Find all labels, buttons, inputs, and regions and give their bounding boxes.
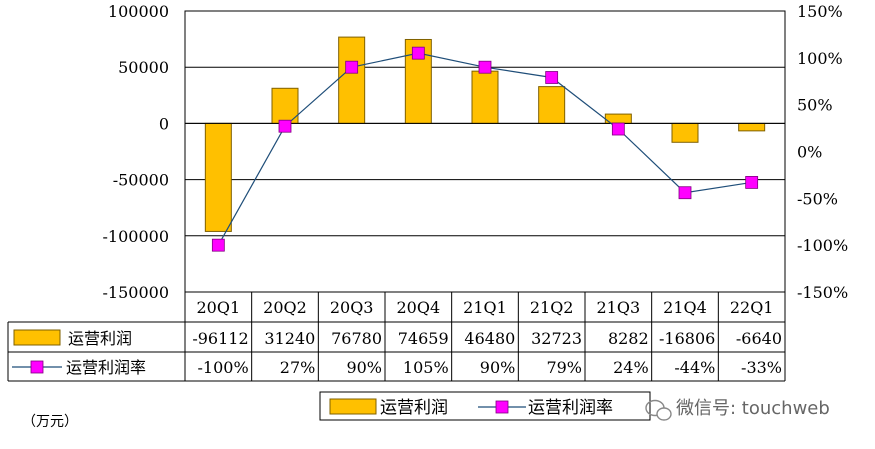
y-left-tick-label: 100000 <box>108 2 169 21</box>
margin-value-cell: 90% <box>346 358 382 377</box>
profit-value-cell: 76780 <box>331 329 382 348</box>
x-tick-label: 21Q3 <box>597 298 641 317</box>
row-key-bar <box>13 329 61 346</box>
y-right-tick-label: -100% <box>797 236 848 255</box>
margin-value-cell: -44% <box>674 358 715 377</box>
profit-value-cell: -6640 <box>736 329 782 348</box>
profit-bar <box>204 122 232 232</box>
legend: 运营利润 运营利润率 <box>319 391 651 421</box>
y-right-tick-label: 100% <box>797 49 843 68</box>
margin-marker <box>545 71 559 84</box>
x-tick-label: 20Q3 <box>330 298 374 317</box>
margin-marker <box>345 60 359 74</box>
profit-value-cell: 8282 <box>608 329 649 348</box>
axes: 100000 50000 0 -50000 -100000 -150000 150% 100%… <box>103 2 849 302</box>
row-label-margin: 运营利润率 <box>66 358 146 377</box>
wechat-icon <box>645 399 672 421</box>
profit-bar <box>338 36 366 124</box>
profit-value-cell: 31240 <box>264 329 315 348</box>
profit-value-cell: 74659 <box>398 329 449 348</box>
profit-bar <box>471 70 499 124</box>
margin-marker <box>478 60 492 74</box>
y-right-tick-label: -50% <box>797 189 838 208</box>
y-right-tick-label: 0% <box>797 143 822 162</box>
profit-value-cell: 32723 <box>531 329 582 348</box>
row-label-profit: 运营利润 <box>68 329 132 348</box>
margin-value-cell: 24% <box>613 358 649 377</box>
margin-value-cell: 79% <box>546 358 582 377</box>
data-table: 20Q1 20Q2 20Q3 20Q4 21Q1 21Q2 21Q3 21Q4 22Q1 运营利润… <box>7 292 786 382</box>
legend-marker-swatch <box>495 400 509 414</box>
margin-line <box>211 46 759 252</box>
x-tick-label: 20Q2 <box>263 298 307 317</box>
x-tick-label: 21Q1 <box>463 298 507 317</box>
plot-frame <box>184 10 786 293</box>
profit-bars <box>185 36 785 232</box>
margin-marker <box>278 119 292 133</box>
margin-marker <box>611 122 625 136</box>
legend-bar-swatch <box>329 398 377 415</box>
profit-value-cell: -96112 <box>192 329 248 348</box>
margin-value-cell: -33% <box>741 358 782 377</box>
margin-marker <box>211 238 225 252</box>
y-right-tick-label: 50% <box>797 96 833 115</box>
profit-bar <box>738 122 766 132</box>
margin-value-cell: 27% <box>280 358 316 377</box>
margin-marker <box>678 186 692 200</box>
unit-label: （万元） <box>22 414 78 430</box>
profit-bar <box>671 122 699 143</box>
profit-bar <box>271 87 299 124</box>
legend-label-margin: 运营利润率 <box>528 398 613 418</box>
margin-marker <box>745 176 759 189</box>
x-tick-label: 21Q4 <box>663 298 707 317</box>
y-left-tick-label: -50000 <box>113 171 169 190</box>
margin-value-cell: 105% <box>403 358 449 377</box>
profit-value-cell: -16806 <box>659 329 715 348</box>
y-right-tick-label: 150% <box>797 2 843 21</box>
y-left-tick-label: -150000 <box>103 283 169 302</box>
watermark: 微信号: touchweb <box>645 398 830 421</box>
y-left-tick-label: 50000 <box>118 58 169 77</box>
margin-value-cell: 90% <box>480 358 516 377</box>
profit-bar <box>538 86 566 124</box>
x-tick-label: 20Q1 <box>197 298 241 317</box>
row-key-marker <box>30 360 44 374</box>
profit-value-cell: 46480 <box>464 329 515 348</box>
x-tick-label: 21Q2 <box>530 298 574 317</box>
y-left-tick-label: 0 <box>159 114 169 133</box>
margin-value-cell: -100% <box>198 358 249 377</box>
watermark-text: 微信号: touchweb <box>676 398 830 419</box>
y-left-tick-label: -100000 <box>103 227 169 246</box>
margin-marker <box>411 46 425 60</box>
gridlines <box>185 10 785 293</box>
legend-label-profit: 运营利润 <box>380 398 448 418</box>
x-tick-label: 22Q1 <box>730 298 774 317</box>
y-right-tick-label: -150% <box>797 283 848 302</box>
x-tick-label: 20Q4 <box>397 298 441 317</box>
